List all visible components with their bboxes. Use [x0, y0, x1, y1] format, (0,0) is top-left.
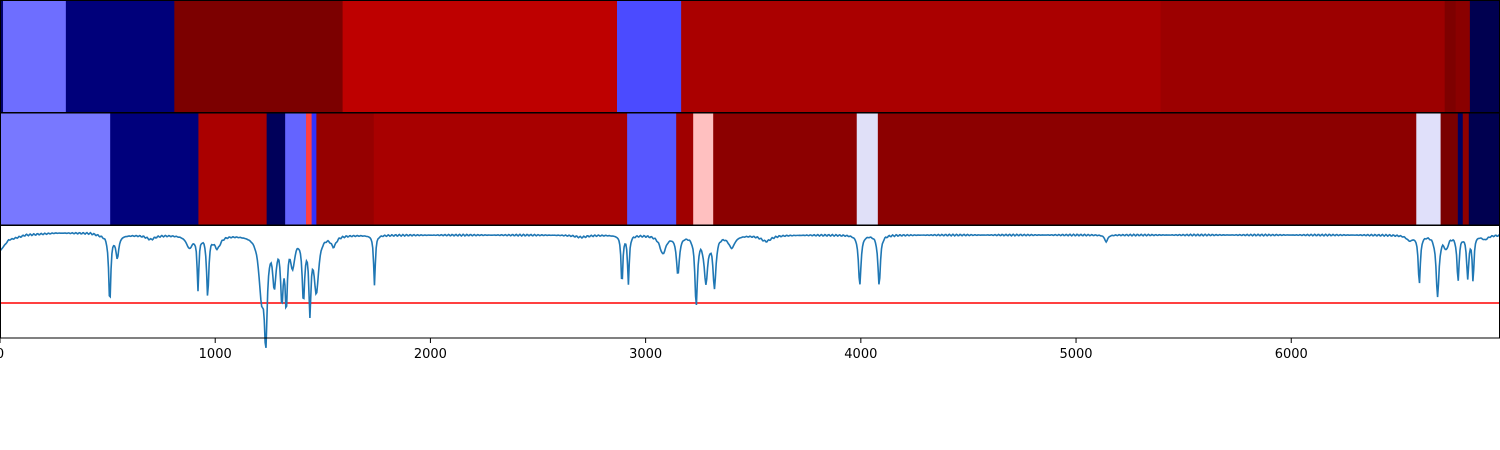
heatmap-panel-2 — [0, 113, 1500, 225]
heatmap-1-segment — [3, 0, 67, 113]
heatmap-2-segment — [1468, 113, 1500, 225]
x-tick-label: 6000 — [1275, 347, 1308, 362]
heatmap-panel-1 — [0, 0, 1500, 113]
heatmap-2-segment — [1416, 113, 1442, 225]
x-tick-label: 1000 — [199, 347, 232, 362]
heatmap-2-segment — [1440, 113, 1459, 225]
x-axis: 0 1000 2000 3000 4000 5000 6000 — [0, 338, 1308, 362]
heatmap-2-segment — [0, 113, 111, 225]
x-tick-label: 0 — [0, 347, 4, 362]
heatmap-1-segment — [1160, 0, 1446, 113]
x-tick-label: 2000 — [414, 347, 447, 362]
heatmap-1-segment — [0, 0, 4, 113]
heatmap-2-segment — [693, 113, 714, 225]
heatmap-2-segment — [713, 113, 858, 225]
heatmap-2-segment — [877, 113, 1417, 225]
series-line — [0, 231, 1500, 348]
heatmap-2-segment — [627, 113, 677, 225]
heatmap-1-segment — [1444, 0, 1457, 113]
heatmap-2-segment — [311, 113, 317, 225]
heatmap-1-segment — [174, 0, 344, 113]
heatmap-2-segment — [266, 113, 286, 225]
heatmap-2-segment — [373, 113, 628, 225]
heatmap-1-segment — [681, 0, 1162, 113]
heatmap-1-segment — [1455, 0, 1471, 113]
heatmap-1-segment — [65, 0, 175, 113]
heatmap-1-segment — [617, 0, 682, 113]
heatmap-2-segment — [856, 113, 879, 225]
x-tick-label: 3000 — [629, 347, 662, 362]
heatmap-2-segment — [306, 113, 313, 225]
heatmap-2-segment — [676, 113, 694, 225]
heatmap-2-segment — [1462, 113, 1470, 225]
heatmap-2-segment — [316, 113, 375, 225]
heatmap-1-segment — [1469, 0, 1500, 113]
heatmap-1-segment — [342, 0, 618, 113]
x-tick-label: 4000 — [844, 347, 877, 362]
heatmap-2-segment — [198, 113, 268, 225]
x-tick-label: 5000 — [1059, 347, 1092, 362]
line-panel-background — [0, 225, 1500, 338]
heatmap-2-segment — [285, 113, 307, 225]
heatmap-2-segment — [110, 113, 199, 225]
heatmap-2-segment — [1457, 113, 1464, 225]
line-panel — [0, 225, 1500, 348]
